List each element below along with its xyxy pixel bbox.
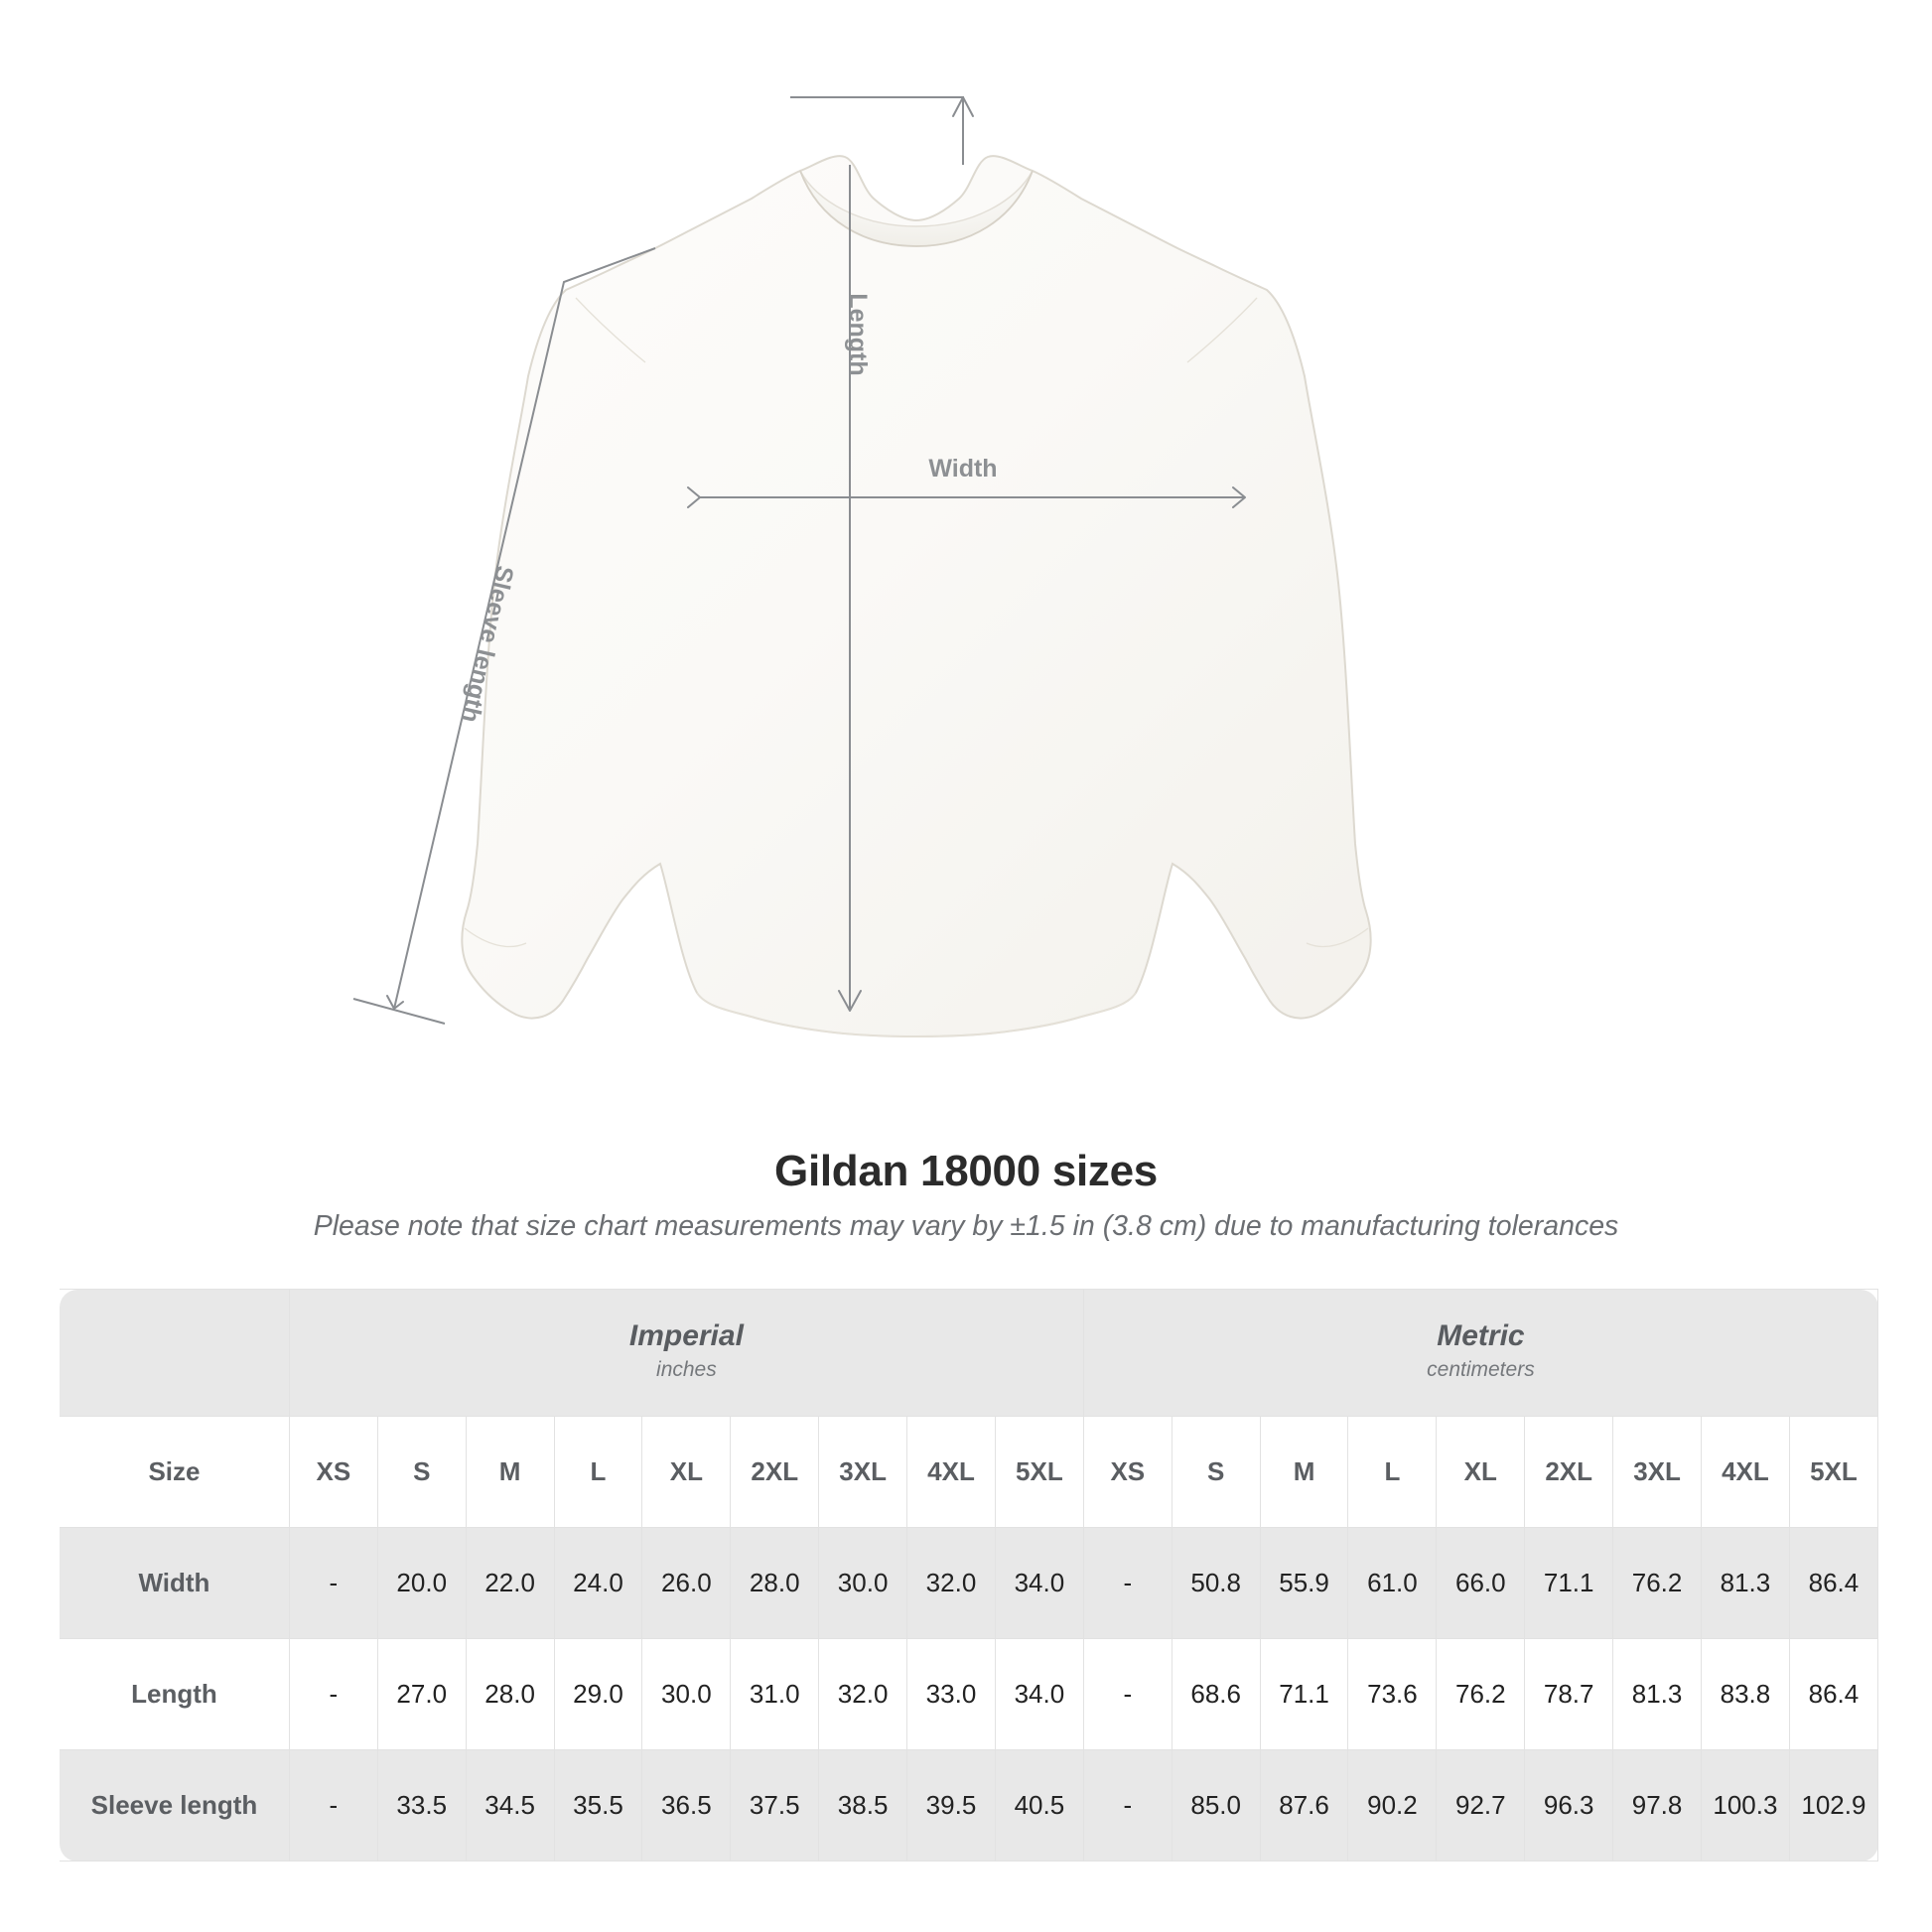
- svg-text:Width: Width: [928, 455, 997, 483]
- svg-text:Length: Length: [844, 293, 872, 375]
